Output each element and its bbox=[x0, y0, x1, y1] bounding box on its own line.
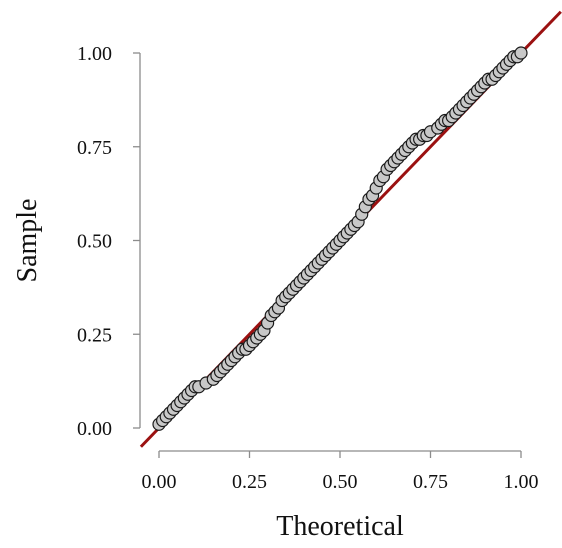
y-ticks: 0.00 0.25 0.50 0.75 1.00 bbox=[77, 43, 140, 440]
y-tick-label: 0.50 bbox=[77, 231, 112, 253]
x-tick-label: 1.00 bbox=[504, 471, 539, 493]
x-tick-label: 0.75 bbox=[413, 471, 448, 493]
x-axis-title: Theoretical bbox=[276, 511, 404, 542]
y-tick-label: 0.00 bbox=[77, 418, 112, 440]
data-point bbox=[515, 47, 527, 59]
x-tick-label: 0.50 bbox=[323, 471, 358, 493]
y-tick-label: 0.25 bbox=[77, 324, 112, 346]
data-points bbox=[153, 47, 527, 430]
y-tick-label: 1.00 bbox=[77, 43, 112, 65]
x-ticks: 0.00 0.25 0.50 0.75 1.00 bbox=[142, 451, 539, 493]
x-tick-label: 0.25 bbox=[232, 471, 267, 493]
x-tick-label: 0.00 bbox=[142, 471, 177, 493]
y-axis-title: Sample bbox=[12, 199, 43, 283]
y-tick-label: 0.75 bbox=[77, 137, 112, 159]
